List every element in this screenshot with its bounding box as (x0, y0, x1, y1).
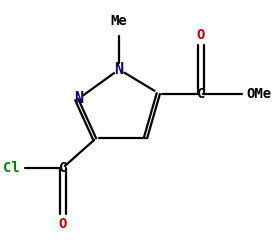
Text: Me: Me (111, 14, 127, 28)
Text: N: N (74, 91, 83, 106)
Text: OMe: OMe (247, 87, 272, 101)
Text: O: O (59, 217, 67, 231)
Text: O: O (197, 28, 205, 42)
Text: C: C (197, 87, 205, 101)
Text: Cl: Cl (3, 161, 20, 175)
Text: N: N (114, 62, 124, 77)
Text: C: C (59, 161, 67, 175)
